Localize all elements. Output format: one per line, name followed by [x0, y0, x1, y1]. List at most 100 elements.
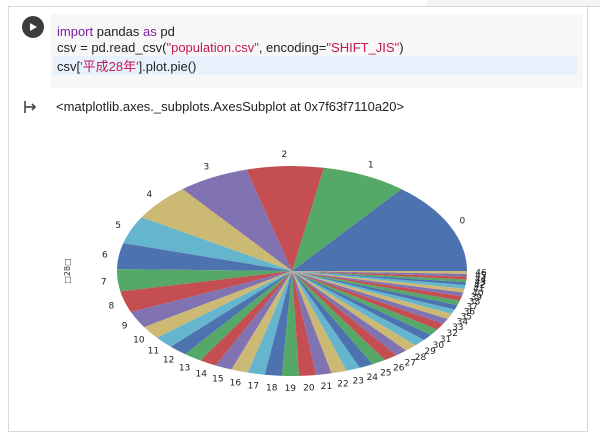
pie-label: 27 [404, 358, 415, 368]
pie-slice [123, 217, 293, 271]
code-token: , encoding= [258, 40, 327, 55]
pie-label: 22 [337, 380, 348, 390]
pie-label: 28 [415, 353, 427, 363]
code-token: as [143, 24, 157, 39]
pie-label: 34 [457, 318, 469, 328]
pie-label: 3 [204, 163, 210, 173]
pie-slice [264, 271, 292, 376]
pie-slice [247, 271, 292, 375]
pie-slice [292, 271, 452, 319]
pie-label: 10 [133, 336, 145, 346]
pie-label: 5 [115, 221, 121, 231]
code-line-2: csv = pd.read_csv("population.csv", enco… [57, 40, 404, 55]
pie-label: 7 [101, 278, 107, 288]
pie-slice [292, 271, 464, 297]
pie-label: 42 [474, 281, 485, 291]
pie-label: 31 [440, 335, 451, 345]
pie-label: 32 [446, 329, 457, 339]
pie-slice [292, 271, 438, 335]
pie-label: 37 [466, 303, 477, 313]
pie-label: 26 [393, 364, 405, 374]
code-token: ].plot.pie() [138, 59, 197, 74]
pie-slice [292, 271, 466, 289]
pie-label: 16 [230, 379, 242, 389]
pie-label: 23 [352, 377, 363, 387]
code-token: ) [399, 40, 404, 55]
pie-label: 45 [475, 272, 486, 282]
pie-slice [292, 271, 416, 351]
pie-label: 12 [163, 356, 174, 366]
notebook-cell: import pandas as pd csv = pd.read_csv("p… [8, 6, 588, 432]
pie-label: 24 [367, 373, 379, 383]
pie-label: 0 [460, 216, 466, 226]
pie-slice [170, 271, 292, 355]
pie-slice [292, 271, 466, 286]
code-token: '平成28年' [80, 59, 139, 74]
output-text: <matplotlib.axes._subplots.AxesSubplot a… [56, 99, 405, 114]
pie-label: 41 [473, 285, 484, 295]
pie-slice [292, 271, 385, 365]
pie-slice [292, 271, 460, 306]
pie-label: 14 [195, 370, 207, 380]
pie-label: 29 [424, 347, 436, 357]
pie-slice [131, 271, 292, 328]
code-token: "SHIFT_JIS" [326, 40, 400, 55]
pie-label: 20 [303, 384, 315, 394]
pie-slice [200, 271, 292, 366]
y-axis-label: □28□ [63, 258, 72, 283]
pie-label: 17 [248, 382, 259, 392]
pie-label: 15 [212, 375, 223, 385]
output-icon[interactable] [22, 99, 40, 115]
pie-slice [292, 271, 467, 274]
code-token: csv[ [57, 59, 81, 74]
pie-slices [117, 165, 467, 376]
pie-label: 9 [122, 321, 128, 331]
pie-label: 40 [472, 289, 484, 299]
code-token: import [57, 24, 94, 39]
pie-slice [292, 271, 467, 283]
pie-label: 38 [469, 298, 481, 308]
pie-slice [292, 271, 465, 293]
run-cell-button[interactable] [22, 16, 44, 38]
pie-label: 25 [380, 369, 391, 379]
code-token: pandas [93, 24, 143, 39]
pie-slice [292, 271, 425, 346]
pie-slice [246, 165, 324, 271]
pie-slice [292, 271, 431, 340]
pie-label: 4 [147, 190, 153, 200]
code-editor[interactable]: import pandas as pd csv = pd.read_csv("p… [51, 14, 583, 88]
code-line-3: csv['平成28年'].plot.pie() [53, 56, 577, 75]
pie-slice [292, 167, 402, 271]
pie-slice [292, 271, 444, 330]
pie-slice [120, 271, 292, 313]
pie-slice [144, 271, 292, 338]
pie-slice [292, 271, 467, 280]
pie-label: 18 [266, 383, 278, 393]
pie-slice [292, 271, 397, 360]
pie-slice [231, 271, 292, 373]
pie-slice [292, 271, 455, 314]
pie-slice [117, 243, 292, 271]
pie-slice [292, 271, 467, 277]
pie-slice [292, 271, 347, 374]
pie-label: 39 [471, 293, 483, 303]
pie-label: 46 [475, 269, 487, 279]
code-token: csv = pd.read_csv( [57, 40, 167, 55]
pie-label: 1 [368, 161, 374, 171]
pie-slice [182, 169, 292, 271]
pie-slice [117, 269, 292, 292]
pie-slice [292, 271, 332, 375]
code-cell: import pandas as pd csv = pd.read_csv("p… [10, 8, 586, 88]
pie-slice [292, 271, 373, 368]
pie-slice [292, 271, 448, 324]
pie-slice [292, 271, 317, 376]
pie-slice [215, 271, 292, 370]
pie-label: 43 [474, 278, 485, 288]
pie-label: 11 [148, 347, 159, 357]
pie-slice [292, 271, 407, 356]
pie-slice [156, 271, 292, 347]
code-token: "population.csv" [166, 40, 259, 55]
pie-label: 8 [109, 302, 115, 312]
